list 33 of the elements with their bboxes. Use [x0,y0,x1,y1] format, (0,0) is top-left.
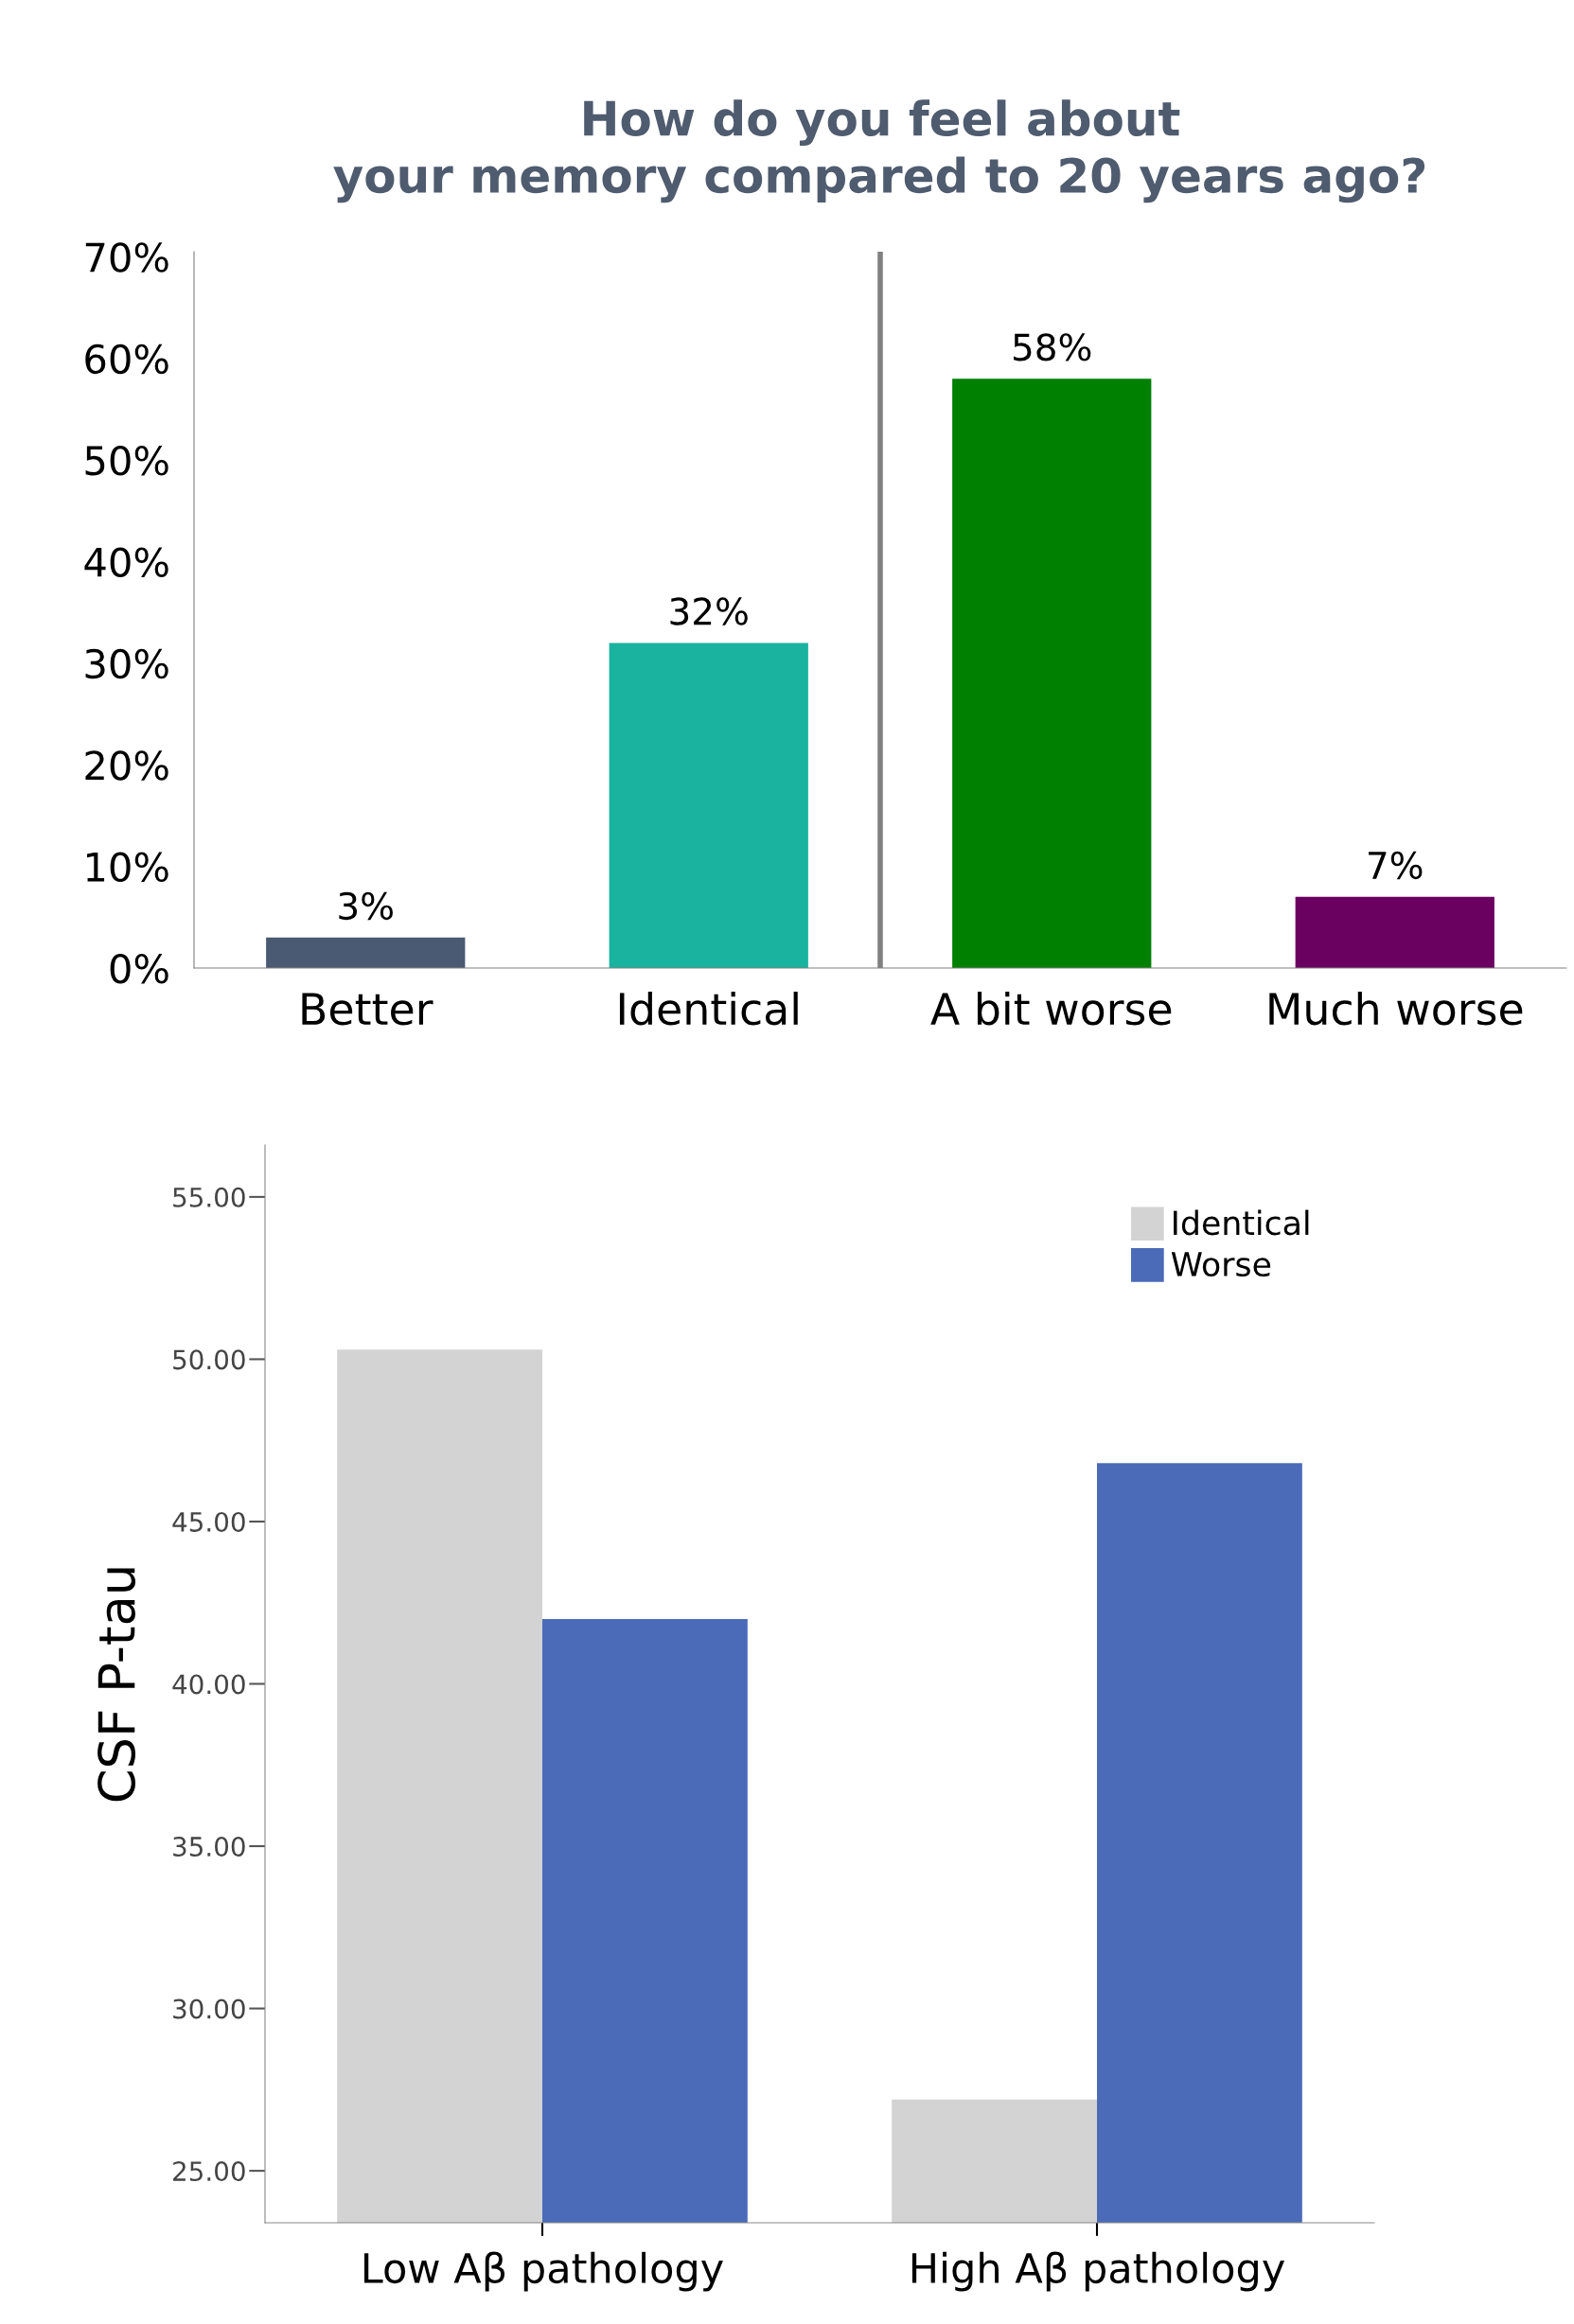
bar [952,379,1152,968]
data-label: 3% [339,891,393,921]
y-tick-label: 0% [110,953,168,984]
x-tick-label: Low Aβ pathology [364,2251,723,2292]
bar [609,643,808,968]
y-tick-label: 50% [85,446,168,476]
bar [1295,896,1494,968]
y-tick-label: 10% [86,852,168,883]
data-label: 32% [670,597,748,625]
y-tick-label: 40% [84,547,168,577]
y-tick-label: 60% [85,343,168,375]
x-tick-label: Much worse [1269,992,1523,1026]
legend-label: Identical [1174,1209,1309,1236]
chart-title: How do you feel about your memory compared to 20 years ago? [333,99,1425,203]
x-tick-label: Identical [619,992,798,1026]
data-label: 58% [1014,333,1091,361]
x-tick-label: A bit worse [930,992,1172,1026]
y-tick-label: 20% [85,750,168,781]
y-tick-label: 40.00 [172,1674,245,1695]
y-tick-label: 45.00 [172,1511,245,1532]
y-tick-label: 30% [85,648,168,679]
x-tick-label: High Aβ pathology [911,2251,1285,2292]
y-tick-label: 50.00 [173,1349,245,1370]
y-axis-title: CSF P-tau [97,1568,136,1802]
x-tick-label: Better [302,993,433,1026]
y-tick-label: 55.00 [173,1187,245,1207]
bar [266,937,466,968]
y-tick-label: 25.00 [173,2161,245,2182]
y-tick-label: 70% [85,242,168,273]
data-label: 7% [1369,851,1423,880]
legend-label: Worse [1171,1252,1271,1277]
y-tick-label: 35.00 [173,1836,245,1857]
y-tick-label: 30.00 [173,1998,245,2019]
